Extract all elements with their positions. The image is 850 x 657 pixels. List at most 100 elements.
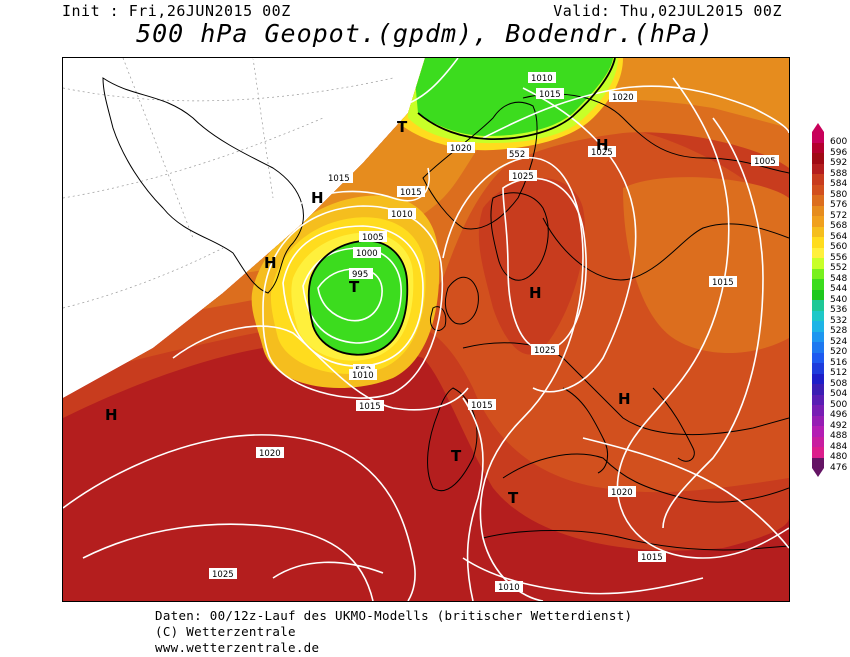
isobar-label: 1005 <box>362 233 384 243</box>
scale-swatch <box>812 289 824 300</box>
scale-swatch <box>812 195 824 206</box>
coastlines <box>102 77 789 551</box>
scale-label: 584 <box>830 179 848 189</box>
graticule <box>63 58 394 309</box>
scale-label: 576 <box>830 200 848 210</box>
scale-label: 536 <box>830 305 848 315</box>
high-center: H <box>529 284 542 302</box>
scale-label: 520 <box>830 347 848 357</box>
isobars <box>63 58 789 601</box>
scale-swatch <box>812 247 824 258</box>
isobar-label: 1010 <box>391 210 413 220</box>
isobar-label: 1010 <box>352 371 374 381</box>
scale-swatch <box>812 405 824 416</box>
isobar-label: 1005 <box>754 157 776 167</box>
scale-bottom-arrow <box>812 468 824 477</box>
scale-swatch <box>812 457 824 468</box>
scale-swatch <box>812 436 824 447</box>
low-center: T <box>451 447 462 465</box>
scale-swatch <box>812 237 824 248</box>
high-center: H <box>618 390 631 408</box>
scale-swatch <box>812 226 824 237</box>
high-center: H <box>105 406 118 424</box>
scale-label: 564 <box>830 231 848 242</box>
contour-552 <box>307 58 616 356</box>
isobar-labels: 1010 1015 1020 1025 1015 1015 1010 1005 … <box>209 72 779 593</box>
scale-label: 480 <box>830 452 848 462</box>
scale-label: 504 <box>830 389 848 399</box>
scale-swatch <box>812 373 824 384</box>
isobar-label: 1020 <box>611 488 633 498</box>
footer-source: Daten: 00/12z-Lauf des UKMO-Modells (bri… <box>155 608 633 623</box>
scale-swatch <box>812 426 824 437</box>
scale-swatch <box>812 342 824 353</box>
scale-label: 580 <box>830 189 848 200</box>
label-1010a: 1010 <box>528 72 556 84</box>
scale-label: 516 <box>830 357 848 368</box>
scale-label: 512 <box>830 368 848 378</box>
scale-swatch <box>812 205 824 216</box>
scale-label: 560 <box>830 242 848 252</box>
scale-swatch <box>812 142 824 153</box>
scale-swatch <box>812 321 824 332</box>
scale-swatch <box>812 216 824 227</box>
scale-label: 600 <box>830 137 848 147</box>
pressure-centers: T H H T H H H H T T <box>105 118 631 507</box>
scale-swatch <box>812 384 824 395</box>
isobar-label: 1010 <box>498 583 520 593</box>
init-time: Init : Fri,26JUN2015 00Z <box>62 2 291 20</box>
scale-swatch <box>812 310 824 321</box>
footer-url[interactable]: www.wetterzentrale.de <box>155 640 320 655</box>
isobar-label: 1015 <box>641 553 663 563</box>
scale-swatch <box>812 331 824 342</box>
scale-label: 596 <box>830 147 848 158</box>
footer-copyright: (C) Wetterzentrale <box>155 624 296 639</box>
valid-time: Valid: Thu,02JUL2015 00Z <box>553 2 782 20</box>
high-center: H <box>311 189 324 207</box>
scale-label: 544 <box>830 284 848 294</box>
scale-label: 524 <box>830 336 848 347</box>
high-center: H <box>264 254 277 272</box>
scale-label: 496 <box>830 410 848 420</box>
isobar-label: 1000 <box>356 249 378 259</box>
scale-swatch <box>812 363 824 374</box>
scale-label: 540 <box>830 294 848 305</box>
scale-label: 592 <box>830 158 848 168</box>
low-center: T <box>349 278 360 296</box>
isobar-label: 1020 <box>612 93 634 103</box>
low-center: T <box>397 118 408 136</box>
scale-label: 508 <box>830 378 848 389</box>
scale-swatch <box>812 184 824 195</box>
isobar-label: 1015 <box>712 278 734 288</box>
scale-swatch <box>812 279 824 290</box>
scale-label: 476 <box>830 462 848 473</box>
scale-swatch <box>812 153 824 164</box>
scale-label: 528 <box>830 326 848 336</box>
scale-label: 488 <box>830 431 848 441</box>
isobar-label: 1010 <box>531 74 553 84</box>
scale-swatch <box>812 394 824 405</box>
scale-label: 492 <box>830 420 848 431</box>
isobar-label: 1025 <box>212 570 234 580</box>
isobar-label: 552 <box>509 150 525 160</box>
scale-label: 572 <box>830 210 848 221</box>
scale-label: 532 <box>830 315 848 326</box>
scale-label: 568 <box>830 221 848 231</box>
isobar-label: 1020 <box>450 144 472 154</box>
scale-swatch <box>812 163 824 174</box>
scale-swatch <box>812 174 824 185</box>
scale-swatch <box>812 352 824 363</box>
low-center: T <box>508 489 519 507</box>
weather-map: 1010 1015 1020 1025 1015 1015 1010 1005 … <box>62 57 790 602</box>
scale-label: 588 <box>830 168 848 179</box>
isobar-label: 1015 <box>400 188 422 198</box>
scale-swatch <box>812 268 824 279</box>
isobar-label: 1015 <box>539 90 561 100</box>
scale-label: 552 <box>830 263 848 273</box>
isobar-label: 1015 <box>328 174 350 184</box>
isobar-label: 1015 <box>359 402 381 412</box>
isobar-label: 1015 <box>471 401 493 411</box>
scale-label: 484 <box>830 441 848 452</box>
scale-swatch <box>812 258 824 269</box>
high-center: H <box>596 136 609 154</box>
